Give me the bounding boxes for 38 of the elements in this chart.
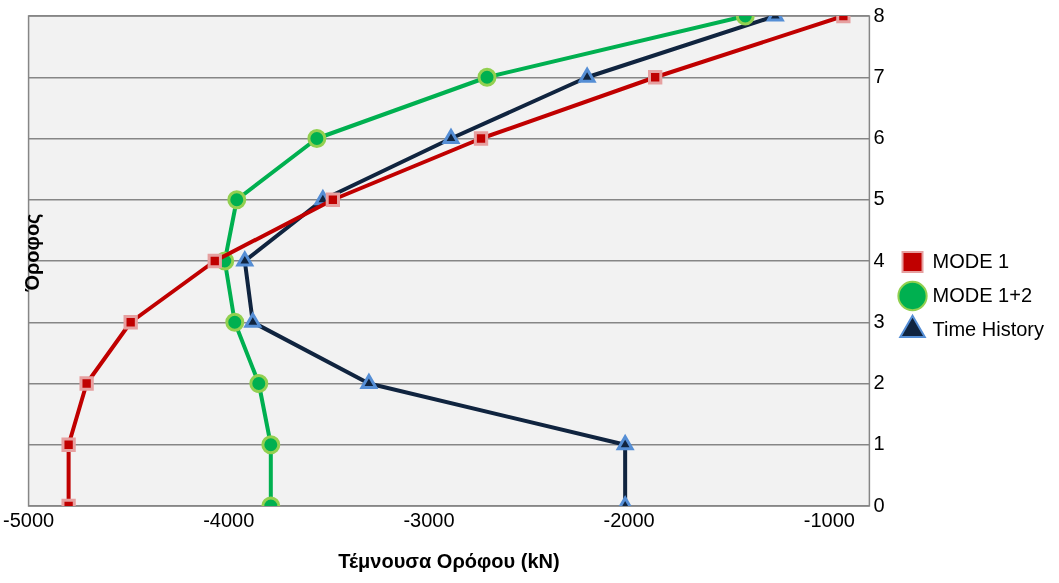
y-tick-label: 2 — [873, 371, 885, 394]
point — [61, 437, 76, 452]
point — [578, 67, 596, 83]
x-tick-label: -3000 — [403, 508, 455, 531]
y-tick-label: 3 — [873, 309, 885, 332]
point — [307, 129, 327, 148]
y-tick-label: 4 — [873, 248, 885, 271]
point — [477, 67, 497, 87]
point — [244, 312, 262, 328]
y-axis-title: Όροφος — [20, 213, 44, 292]
point — [225, 312, 245, 332]
point — [207, 253, 222, 269]
x-tick-label: -4000 — [203, 508, 255, 531]
legend-label: MODE 1 — [932, 249, 1010, 272]
legend-label: Time History — [932, 317, 1044, 340]
point — [648, 70, 663, 85]
x-tick-label: -1000 — [803, 508, 855, 531]
legend-label: MODE 1+2 — [932, 283, 1032, 306]
point — [261, 435, 281, 455]
x-tick-label: -2000 — [603, 508, 655, 531]
y-tick-label: 0 — [873, 493, 885, 516]
point — [473, 131, 489, 146]
point — [616, 435, 634, 451]
point — [79, 376, 94, 391]
point — [123, 315, 138, 330]
y-tick-label: 8 — [873, 3, 885, 26]
x-axis-title: Τέμνουσα Ορόφου (kN) — [338, 549, 560, 572]
y-tick-label: 5 — [873, 187, 885, 210]
y-tick-label: 6 — [873, 126, 885, 149]
point — [249, 374, 269, 393]
point — [227, 190, 247, 210]
point — [360, 374, 378, 389]
point — [236, 251, 254, 267]
point — [442, 129, 460, 144]
point — [325, 192, 341, 207]
y-tick-label: 7 — [873, 64, 885, 87]
x-tick-label: -5000 — [3, 508, 55, 531]
y-tick-label: 1 — [873, 432, 885, 455]
